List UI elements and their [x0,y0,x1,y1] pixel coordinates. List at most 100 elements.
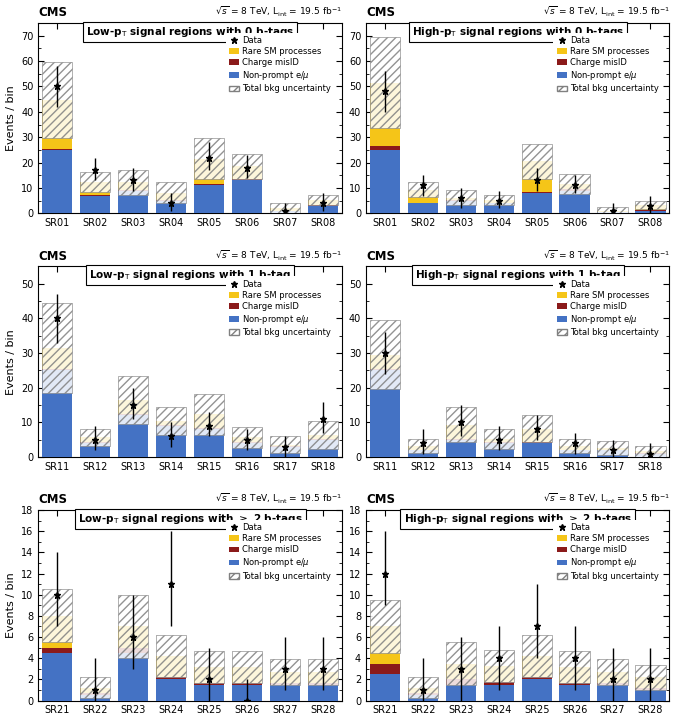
Bar [446,663,476,679]
Bar [308,435,338,438]
Bar [156,407,186,435]
Bar [408,450,438,457]
Legend: Data, Rare SM processes, Charge misID, Non-prompt e/$\mu$, Total bkg uncertainty: Data, Rare SM processes, Charge misID, N… [225,32,335,97]
Bar [118,414,148,415]
Bar [597,450,628,457]
Bar [80,195,111,213]
Bar [118,169,148,195]
Bar [635,688,666,690]
Bar [408,190,438,203]
Bar [156,635,186,677]
Bar [483,443,514,457]
Bar [560,184,590,190]
Bar [522,443,552,457]
Text: High-p$_\mathrm{T}$ signal regions with $\geq$ 2 b-tags: High-p$_\mathrm{T}$ signal regions with … [404,512,632,526]
Legend: Data, Rare SM processes, Charge misID, Non-prompt e/$\mu$, Total bkg uncertainty: Data, Rare SM processes, Charge misID, N… [554,520,662,584]
Bar [308,659,338,685]
Y-axis label: Events / bin: Events / bin [5,572,16,638]
Bar [232,685,262,701]
Bar [270,683,300,685]
Text: $\sqrt{s}$ = 8 TeV, L$_\mathrm{int}$ = 19.5 fb$^{-1}$: $\sqrt{s}$ = 8 TeV, L$_\mathrm{int}$ = 1… [543,249,670,262]
Bar [446,642,476,685]
Bar [522,192,552,193]
Bar [194,415,224,428]
Bar [483,650,514,681]
Bar [194,683,224,685]
Text: CMS: CMS [366,249,395,262]
Text: High-p$_\mathrm{T}$ signal regions with 0 b-tags: High-p$_\mathrm{T}$ signal regions with … [412,25,624,39]
Bar [597,211,628,212]
Bar [522,428,552,443]
Bar [156,426,186,457]
Bar [446,685,476,701]
Bar [232,651,262,683]
Bar [80,172,111,193]
Bar [80,677,111,699]
Bar [270,685,300,701]
Bar [370,320,400,389]
Bar [560,450,590,457]
Bar [370,371,400,457]
Bar [635,446,666,456]
Bar [597,659,628,685]
Bar [522,143,552,179]
Text: $\sqrt{s}$ = 8 TeV, L$_\mathrm{int}$ = 19.5 fb$^{-1}$: $\sqrt{s}$ = 8 TeV, L$_\mathrm{int}$ = 1… [543,492,670,506]
Bar [270,672,300,683]
Bar [635,451,666,454]
Bar [270,445,300,446]
Bar [156,193,186,200]
Legend: Data, Rare SM processes, Charge misID, Non-prompt e/$\mu$, Total bkg uncertainty: Data, Rare SM processes, Charge misID, N… [225,520,335,584]
Bar [308,205,338,213]
Bar [80,693,111,695]
Bar [560,446,590,450]
Bar [42,616,72,647]
Bar [118,182,148,190]
Bar [560,439,590,454]
Bar [370,150,400,213]
Bar [42,62,72,138]
Bar [270,211,300,213]
Bar [483,681,514,685]
Bar [232,437,262,443]
Bar [370,674,400,701]
Bar [80,437,111,443]
Bar [156,182,186,203]
Bar [446,407,476,442]
Legend: Data, Rare SM processes, Charge misID, Non-prompt e/$\mu$, Total bkg uncertainty: Data, Rare SM processes, Charge misID, N… [554,32,662,97]
Bar [42,653,72,701]
Bar [80,695,111,701]
Bar [42,303,72,393]
Bar [308,438,338,440]
Bar [635,201,666,209]
Bar [560,685,590,701]
Bar [446,190,476,205]
Bar [42,149,72,150]
Bar [270,208,300,211]
Bar [370,355,400,368]
Bar [483,665,514,681]
Bar [483,195,514,205]
Bar [522,635,552,677]
Bar [194,685,224,701]
Bar [370,37,400,128]
Y-axis label: Events / bin: Events / bin [5,329,16,394]
Bar [42,348,72,368]
Bar [483,203,514,213]
Bar [635,211,666,213]
Bar [597,448,628,450]
Bar [370,146,400,150]
Bar [408,677,438,699]
Text: CMS: CMS [38,249,68,262]
Bar [194,428,224,429]
Bar [270,446,300,457]
Bar [483,685,514,701]
Bar [194,184,224,185]
Bar [308,685,338,701]
Bar [446,438,476,440]
Bar [560,683,590,685]
Bar [597,672,628,683]
Bar [560,174,590,195]
Bar [118,647,148,653]
Text: CMS: CMS [38,493,68,506]
Bar [156,200,186,213]
